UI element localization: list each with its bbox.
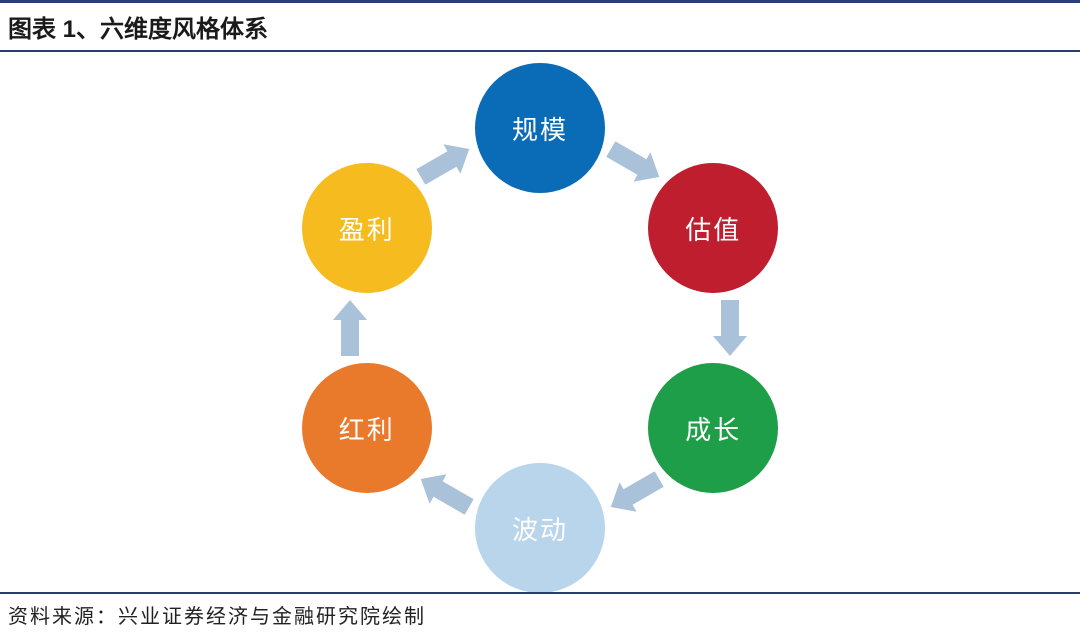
cycle-arrow-icon	[602, 464, 667, 521]
cycle-node-vol: 波动	[475, 463, 605, 593]
cycle-node-scale: 规模	[475, 63, 605, 193]
cycle-arrow-icon	[412, 464, 477, 521]
cycle-node-label: 盈利	[339, 210, 395, 247]
cycle-arrow-icon	[412, 135, 477, 192]
cycle-node-profit: 盈利	[302, 163, 432, 293]
cycle-node-dividend: 红利	[302, 363, 432, 493]
cycle-node-label: 红利	[339, 410, 395, 447]
cycle-node-value: 估值	[648, 163, 778, 293]
cycle-node-label: 估值	[685, 210, 741, 247]
figure-source: 资料来源：兴业证券经济与金融研究院绘制	[0, 592, 1080, 629]
cycle-node-label: 成长	[685, 410, 741, 447]
cycle-node-label: 规模	[512, 110, 568, 147]
cycle-node-growth: 成长	[648, 363, 778, 493]
cycle-node-label: 波动	[512, 510, 568, 547]
cycle-arrow-icon	[602, 135, 667, 192]
cycle-arrow-icon	[713, 300, 747, 356]
figure-frame: 图表 1、六维度风格体系 规模估值成长波动 红利 盈利 资料来源：兴业证券经济与金融…	[0, 0, 1080, 635]
figure-title: 图表 1、六维度风格体系	[0, 0, 1080, 52]
cycle-diagram: 规模估值成长波动 红利 盈利	[0, 48, 1080, 588]
cycle-arrow-icon	[333, 300, 367, 356]
